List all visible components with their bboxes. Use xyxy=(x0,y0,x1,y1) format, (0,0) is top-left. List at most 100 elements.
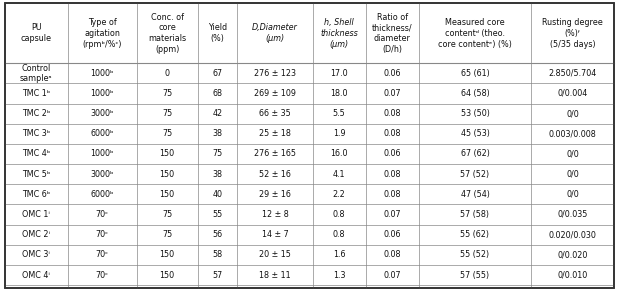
Text: 68: 68 xyxy=(212,89,222,98)
Text: 276 ± 165: 276 ± 165 xyxy=(254,149,296,158)
Text: 56: 56 xyxy=(212,230,222,239)
Text: 40: 40 xyxy=(212,190,222,199)
Text: 0.020/0.030: 0.020/0.030 xyxy=(548,230,596,239)
Text: OMC 1ⁱ: OMC 1ⁱ xyxy=(22,210,50,219)
Text: 0.06: 0.06 xyxy=(384,149,401,158)
Text: 55 (62): 55 (62) xyxy=(461,230,490,239)
Text: 0/0: 0/0 xyxy=(566,109,579,118)
Text: 70ᶜ: 70ᶜ xyxy=(96,230,109,239)
Text: 75: 75 xyxy=(162,210,172,219)
Text: 29 ± 16: 29 ± 16 xyxy=(259,190,291,199)
Text: 38: 38 xyxy=(212,170,222,179)
Text: 55 (52): 55 (52) xyxy=(461,250,490,259)
Text: PU
capsule: PU capsule xyxy=(21,23,52,43)
Text: 269 ± 109: 269 ± 109 xyxy=(254,89,296,98)
Text: 1000ᵇ: 1000ᵇ xyxy=(90,149,114,158)
Text: TMC 6ᵇ: TMC 6ᵇ xyxy=(22,190,51,199)
Text: OMC 3ⁱ: OMC 3ⁱ xyxy=(22,250,50,259)
Text: 276 ± 123: 276 ± 123 xyxy=(254,69,296,78)
Text: 65 (61): 65 (61) xyxy=(461,69,490,78)
Text: 1000ᵇ: 1000ᵇ xyxy=(90,69,114,78)
Text: 1.9: 1.9 xyxy=(333,129,345,138)
Text: 42: 42 xyxy=(212,109,222,118)
Text: 16.0: 16.0 xyxy=(331,149,348,158)
Text: Type of
agitation
(rpmᵇ/%ᶜ): Type of agitation (rpmᵇ/%ᶜ) xyxy=(82,18,122,48)
Text: 57 (52): 57 (52) xyxy=(461,170,490,179)
Text: 6000ᵇ: 6000ᵇ xyxy=(90,129,114,138)
Text: 0/0.004: 0/0.004 xyxy=(557,89,587,98)
Text: 17.0: 17.0 xyxy=(331,69,348,78)
Text: 75: 75 xyxy=(162,89,172,98)
Text: 64 (58): 64 (58) xyxy=(461,89,490,98)
Text: 0.08: 0.08 xyxy=(384,170,401,179)
Text: 150: 150 xyxy=(160,190,175,199)
Text: 70ᶜ: 70ᶜ xyxy=(96,210,109,219)
Text: 0.8: 0.8 xyxy=(333,230,345,239)
Text: 0/0.010: 0/0.010 xyxy=(557,271,587,280)
Text: 150: 150 xyxy=(160,149,175,158)
Text: 66 ± 35: 66 ± 35 xyxy=(259,109,291,118)
Text: 0.07: 0.07 xyxy=(384,89,401,98)
Text: 1.3: 1.3 xyxy=(333,271,345,280)
Text: TMC 1ᵇ: TMC 1ᵇ xyxy=(22,89,51,98)
Text: D,Diameter
(μm): D,Diameter (μm) xyxy=(252,23,298,43)
Text: 67: 67 xyxy=(212,69,222,78)
Text: 0.07: 0.07 xyxy=(384,210,401,219)
Text: Yield
(%): Yield (%) xyxy=(208,23,227,43)
Text: Conc. of
core
materials
(ppm): Conc. of core materials (ppm) xyxy=(148,13,186,54)
Text: 0.8: 0.8 xyxy=(333,210,345,219)
Text: 18.0: 18.0 xyxy=(331,89,348,98)
Text: 150: 150 xyxy=(160,170,175,179)
Text: 2.850/5.704: 2.850/5.704 xyxy=(548,69,597,78)
Text: 4.1: 4.1 xyxy=(333,170,345,179)
Text: 57: 57 xyxy=(212,271,222,280)
Text: OMC 2ⁱ: OMC 2ⁱ xyxy=(22,230,50,239)
Text: 0/0: 0/0 xyxy=(566,149,579,158)
Text: 52 ± 16: 52 ± 16 xyxy=(259,170,291,179)
Text: Control
sampleᵃ: Control sampleᵃ xyxy=(20,64,53,83)
Text: 150: 150 xyxy=(160,250,175,259)
Text: 0.07: 0.07 xyxy=(384,271,401,280)
Text: 0/0: 0/0 xyxy=(566,190,579,199)
Text: 70ᶜ: 70ᶜ xyxy=(96,271,109,280)
Text: 5.5: 5.5 xyxy=(333,109,345,118)
Text: 57 (55): 57 (55) xyxy=(461,271,490,280)
Text: 70ᶜ: 70ᶜ xyxy=(96,250,109,259)
Text: 55: 55 xyxy=(212,210,222,219)
Text: 0/0.035: 0/0.035 xyxy=(557,210,587,219)
Text: TMC 4ᵇ: TMC 4ᵇ xyxy=(22,149,51,158)
Text: 75: 75 xyxy=(162,129,172,138)
Text: 0.08: 0.08 xyxy=(384,129,401,138)
Text: 0.08: 0.08 xyxy=(384,250,401,259)
Text: 2.2: 2.2 xyxy=(333,190,345,199)
Text: 3000ᵇ: 3000ᵇ xyxy=(90,170,114,179)
Text: 67 (62): 67 (62) xyxy=(461,149,490,158)
Text: h, Shell
thickness
(μm): h, Shell thickness (μm) xyxy=(321,18,358,48)
Text: 57 (58): 57 (58) xyxy=(461,210,490,219)
Text: 20 ± 15: 20 ± 15 xyxy=(259,250,291,259)
Text: 150: 150 xyxy=(160,271,175,280)
Text: 1.6: 1.6 xyxy=(333,250,345,259)
Text: TMC 2ᵇ: TMC 2ᵇ xyxy=(22,109,51,118)
Text: 75: 75 xyxy=(212,149,222,158)
Text: 18 ± 11: 18 ± 11 xyxy=(259,271,291,280)
Text: 75: 75 xyxy=(162,109,172,118)
Text: 53 (50): 53 (50) xyxy=(461,109,490,118)
Text: 47 (54): 47 (54) xyxy=(461,190,490,199)
Text: Ratio of
thickness/
diameter
(D/h): Ratio of thickness/ diameter (D/h) xyxy=(372,13,413,54)
Text: 38: 38 xyxy=(212,129,222,138)
Text: 0/0: 0/0 xyxy=(566,170,579,179)
Text: Measured core
contentᵈ (theo.
core contentᵉ) (%): Measured core contentᵈ (theo. core conte… xyxy=(438,18,512,48)
Text: 0.06: 0.06 xyxy=(384,69,401,78)
Text: 12 ± 8: 12 ± 8 xyxy=(262,210,288,219)
Text: 0: 0 xyxy=(165,69,170,78)
Text: 14 ± 7: 14 ± 7 xyxy=(262,230,288,239)
Text: 75: 75 xyxy=(162,230,172,239)
Text: 25 ± 18: 25 ± 18 xyxy=(259,129,291,138)
Text: 0/0.020: 0/0.020 xyxy=(557,250,587,259)
Text: TMC 3ᵇ: TMC 3ᵇ xyxy=(22,129,51,138)
Text: 58: 58 xyxy=(212,250,222,259)
Text: 6000ᵇ: 6000ᵇ xyxy=(90,190,114,199)
Text: TMC 5ᵇ: TMC 5ᵇ xyxy=(22,170,51,179)
Text: Rusting degree
(%)ᶠ
(5/35 days): Rusting degree (%)ᶠ (5/35 days) xyxy=(542,18,603,48)
